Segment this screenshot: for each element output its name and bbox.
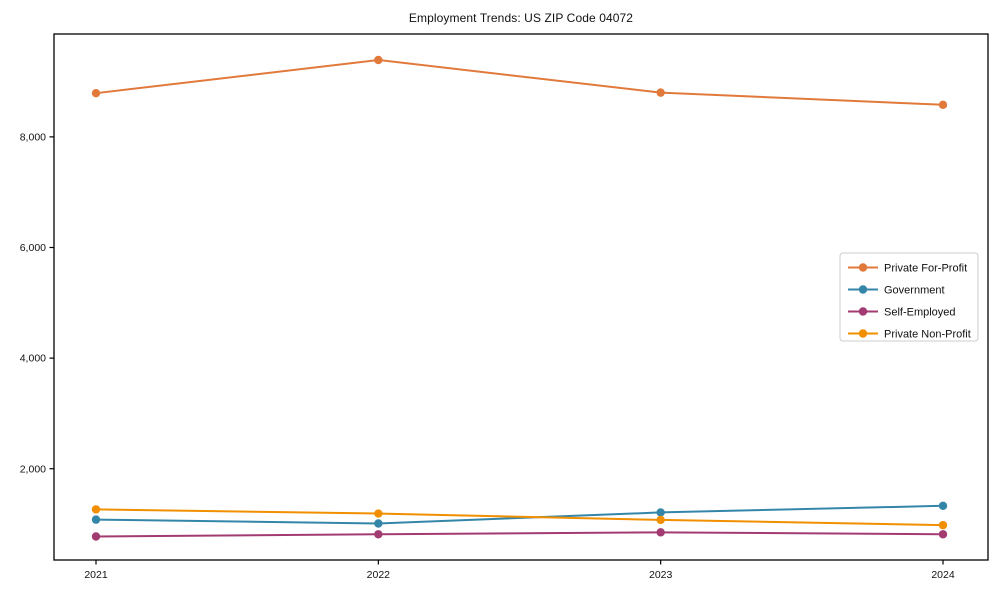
x-tick-label: 2024 [931, 569, 955, 581]
series-line-government [95, 504, 944, 525]
x-tick-label: 2023 [649, 569, 673, 581]
data-point [374, 55, 383, 65]
legend-marker [858, 329, 868, 338]
chart-title: Employment Trends: US ZIP Code 04072 [408, 11, 634, 25]
series-line-private-non-profit [95, 508, 944, 527]
y-tick-label: 2,000 [20, 463, 46, 475]
series-line-private-for-profit [95, 58, 944, 106]
legend-label: Government [884, 284, 945, 296]
legend-label: Private Non-Profit [884, 328, 971, 340]
x-tick-label: 2021 [84, 569, 108, 581]
data-point [938, 100, 948, 109]
y-tick-label: 6,000 [20, 242, 46, 254]
legend-label: Self-Employed [884, 306, 956, 318]
legend-box [839, 252, 979, 342]
data-point [656, 508, 665, 517]
data-point [938, 530, 948, 539]
data-point [656, 88, 665, 97]
y-tick-label: 4,000 [20, 353, 46, 365]
legend-marker [858, 307, 868, 316]
series-line-self-employed [95, 531, 944, 538]
legend-label: Private For-Profit [884, 262, 967, 274]
y-tick-label: 8,000 [20, 131, 46, 143]
data-point [938, 520, 948, 530]
x-tick-label: 2022 [367, 569, 391, 581]
data-point [91, 515, 101, 524]
data-point [91, 532, 101, 541]
data-point [91, 505, 101, 514]
data-point [374, 509, 383, 518]
data-point [938, 501, 948, 510]
data-point [656, 515, 665, 525]
data-point [91, 88, 101, 98]
data-point [374, 519, 383, 528]
plot-border [53, 33, 989, 561]
legend-marker [858, 285, 868, 294]
legend-marker [858, 263, 868, 272]
data-point [656, 528, 665, 537]
data-point [374, 530, 383, 539]
